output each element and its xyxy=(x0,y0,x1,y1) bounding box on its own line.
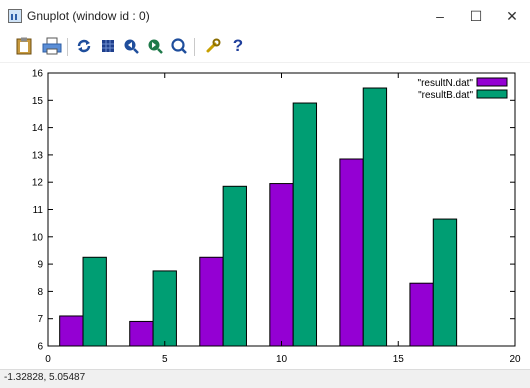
minimize-button[interactable]: – xyxy=(436,8,444,24)
zoom-previous-icon xyxy=(124,39,139,54)
y-tick-label: 16 xyxy=(32,69,44,80)
y-tick-label: 15 xyxy=(32,96,44,107)
ticks-layer: 6 7 8 9 10 11 12 13 14 15 16 0 5 10 15 20 xyxy=(32,69,521,366)
y-tick-label: 12 xyxy=(32,178,44,189)
y-tick-label: 13 xyxy=(32,150,44,161)
legend: "resultN.dat""resultB.dat" xyxy=(418,77,508,101)
help-icon: ? xyxy=(232,36,244,55)
window-title: Gnuplot (window id : 0) xyxy=(27,9,150,23)
x-tick-label: 5 xyxy=(162,354,168,365)
maximize-button[interactable]: ☐ xyxy=(469,7,483,24)
unzoom-button[interactable] xyxy=(169,36,189,56)
y-tick-label: 11 xyxy=(33,205,44,216)
x-tick-label: 15 xyxy=(393,354,405,365)
clipboard-icon xyxy=(16,37,32,55)
y-tick-label: 6 xyxy=(37,342,43,353)
y-tick-label: 9 xyxy=(37,260,43,271)
bar-resultN xyxy=(59,315,84,347)
bar-resultB xyxy=(432,218,458,347)
bar-resultB xyxy=(222,185,247,347)
zoom-next-button[interactable] xyxy=(145,36,165,56)
gnuplot-app-icon xyxy=(8,9,22,23)
bar-resultN xyxy=(269,183,294,347)
copy-to-clipboard-button[interactable] xyxy=(14,36,34,56)
options-button[interactable] xyxy=(203,36,223,56)
legend-swatch xyxy=(476,89,508,99)
toolbar: ? xyxy=(0,32,530,63)
replot-icon xyxy=(77,39,91,53)
close-button[interactable]: ✕ xyxy=(506,7,518,24)
legend-label: "resultB.dat" xyxy=(418,90,473,101)
y-tick-label: 8 xyxy=(37,287,43,298)
status-bar: -1.32828, 5.05487 xyxy=(0,369,530,388)
unzoom-icon xyxy=(171,38,187,54)
zoom-previous-button[interactable] xyxy=(121,36,141,56)
y-tick-label: 14 xyxy=(32,123,44,134)
y-tick-label: 7 xyxy=(37,314,43,325)
grid-icon xyxy=(102,40,114,52)
bar-resultN xyxy=(339,158,364,347)
toolbar-separator xyxy=(194,38,195,56)
plot-area[interactable]: 6 7 8 9 10 11 12 13 14 15 16 0 5 10 15 20 "resultN.dat"… xyxy=(0,63,530,369)
x-tick-label: 10 xyxy=(276,354,288,365)
replot-button[interactable] xyxy=(74,36,94,56)
toolbar-separator xyxy=(67,38,68,56)
options-icon xyxy=(206,38,221,53)
help-button[interactable]: ? xyxy=(228,36,248,56)
zoom-next-icon xyxy=(148,39,163,54)
bar-resultB xyxy=(362,87,388,347)
x-tick-label: 0 xyxy=(45,354,51,365)
cursor-coordinates: -1.32828, 5.05487 xyxy=(4,372,86,383)
x-tick-label: 20 xyxy=(509,354,521,365)
bar-resultB xyxy=(292,102,318,347)
bar-resultN xyxy=(409,282,434,347)
bar-resultB xyxy=(82,256,107,347)
legend-label: "resultN.dat" xyxy=(418,78,474,89)
bar-resultN xyxy=(129,320,154,347)
print-button[interactable] xyxy=(42,36,62,56)
title-bar[interactable]: Gnuplot (window id : 0) – ☐ ✕ xyxy=(0,0,530,32)
bar-resultB xyxy=(152,270,177,347)
y-tick-label: 10 xyxy=(32,232,44,243)
bar-resultN xyxy=(199,256,224,347)
print-icon xyxy=(42,37,62,55)
legend-swatch xyxy=(476,77,508,87)
bars-layer xyxy=(59,87,458,347)
toggle-grid-button[interactable] xyxy=(98,36,118,56)
